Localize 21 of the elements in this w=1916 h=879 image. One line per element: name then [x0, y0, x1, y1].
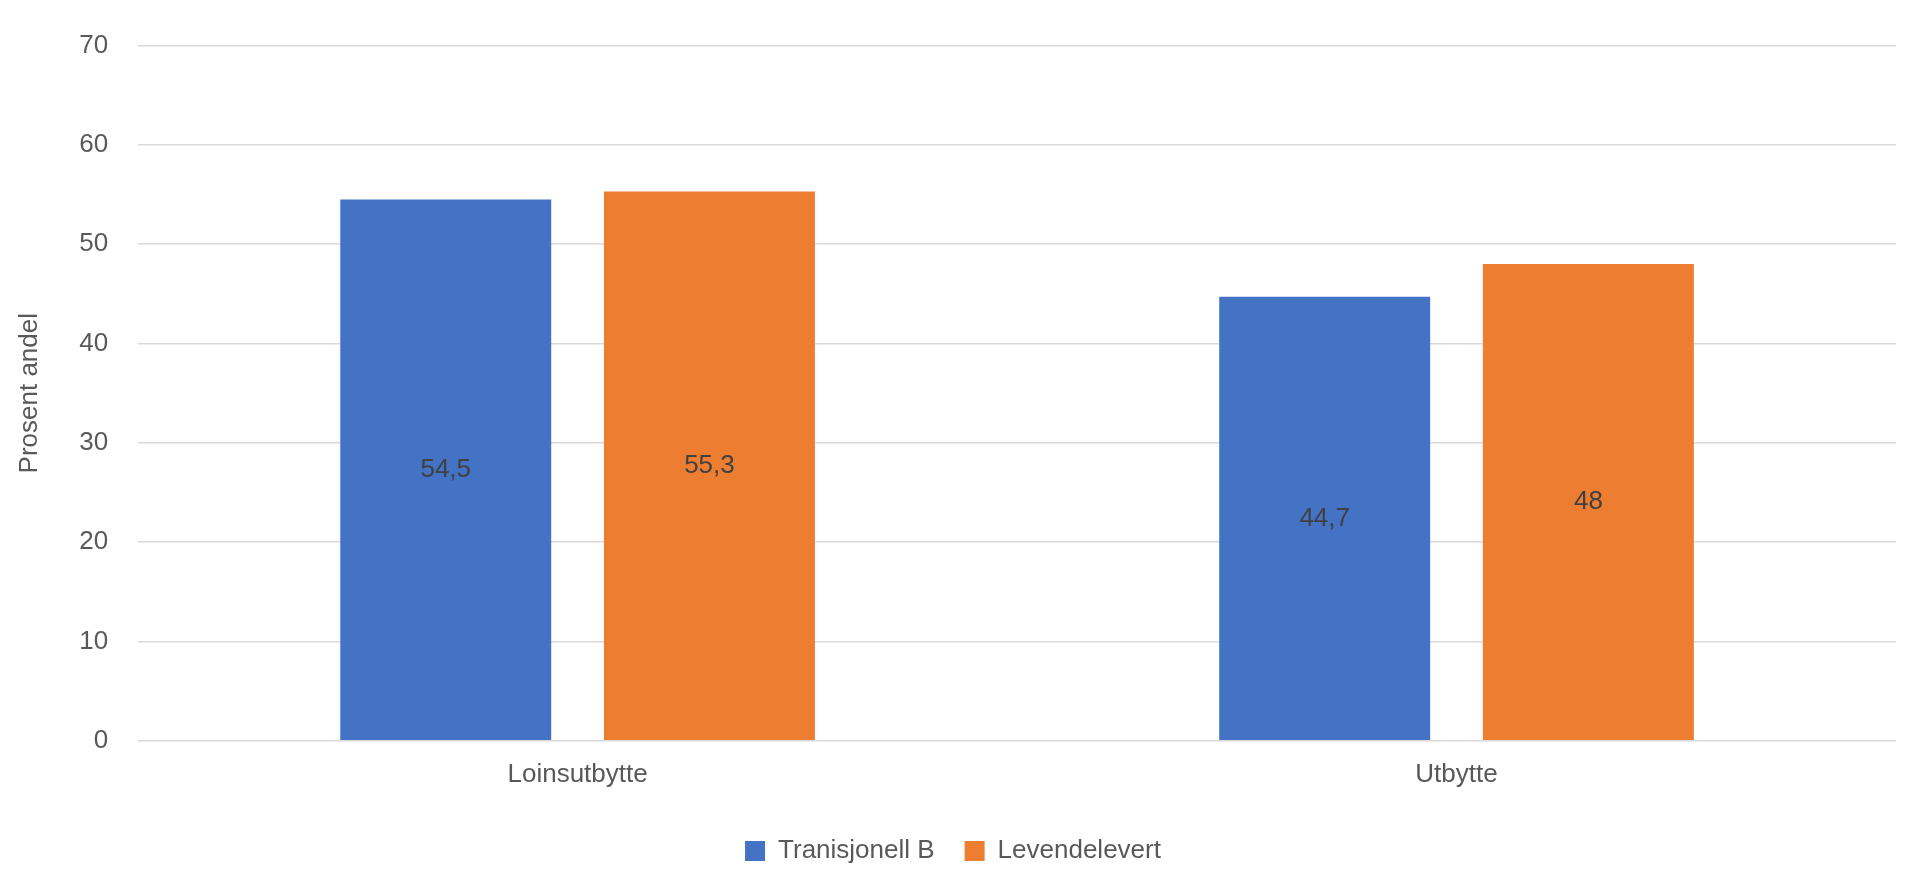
bar [1482, 264, 1694, 741]
y-tick-label: 60 [79, 128, 109, 159]
bar [603, 191, 815, 741]
data-label: 44,7 [1299, 501, 1350, 532]
y-tick-label: 20 [79, 525, 109, 556]
y-tick-label: 50 [79, 227, 109, 258]
y-tick-label: 40 [79, 326, 109, 357]
data-label: 54,5 [420, 452, 472, 483]
bar [1219, 296, 1431, 741]
x-tick-label: Utbytte [1415, 757, 1498, 788]
legend-label: Levendelevert [997, 834, 1162, 865]
data-label: 55,3 [684, 448, 735, 479]
y-axis-title: Prosent andel [12, 312, 43, 474]
bar [340, 199, 552, 741]
y-tick-label: 70 [79, 28, 109, 59]
legend-label: Tranisjonell B [778, 834, 935, 865]
y-tick-label: 0 [93, 723, 109, 754]
y-tick-label: 30 [79, 426, 109, 457]
data-label: 48 [1573, 485, 1603, 516]
y-tick-label: 10 [79, 624, 109, 655]
x-tick-label: Loinsutbytte [507, 757, 648, 788]
